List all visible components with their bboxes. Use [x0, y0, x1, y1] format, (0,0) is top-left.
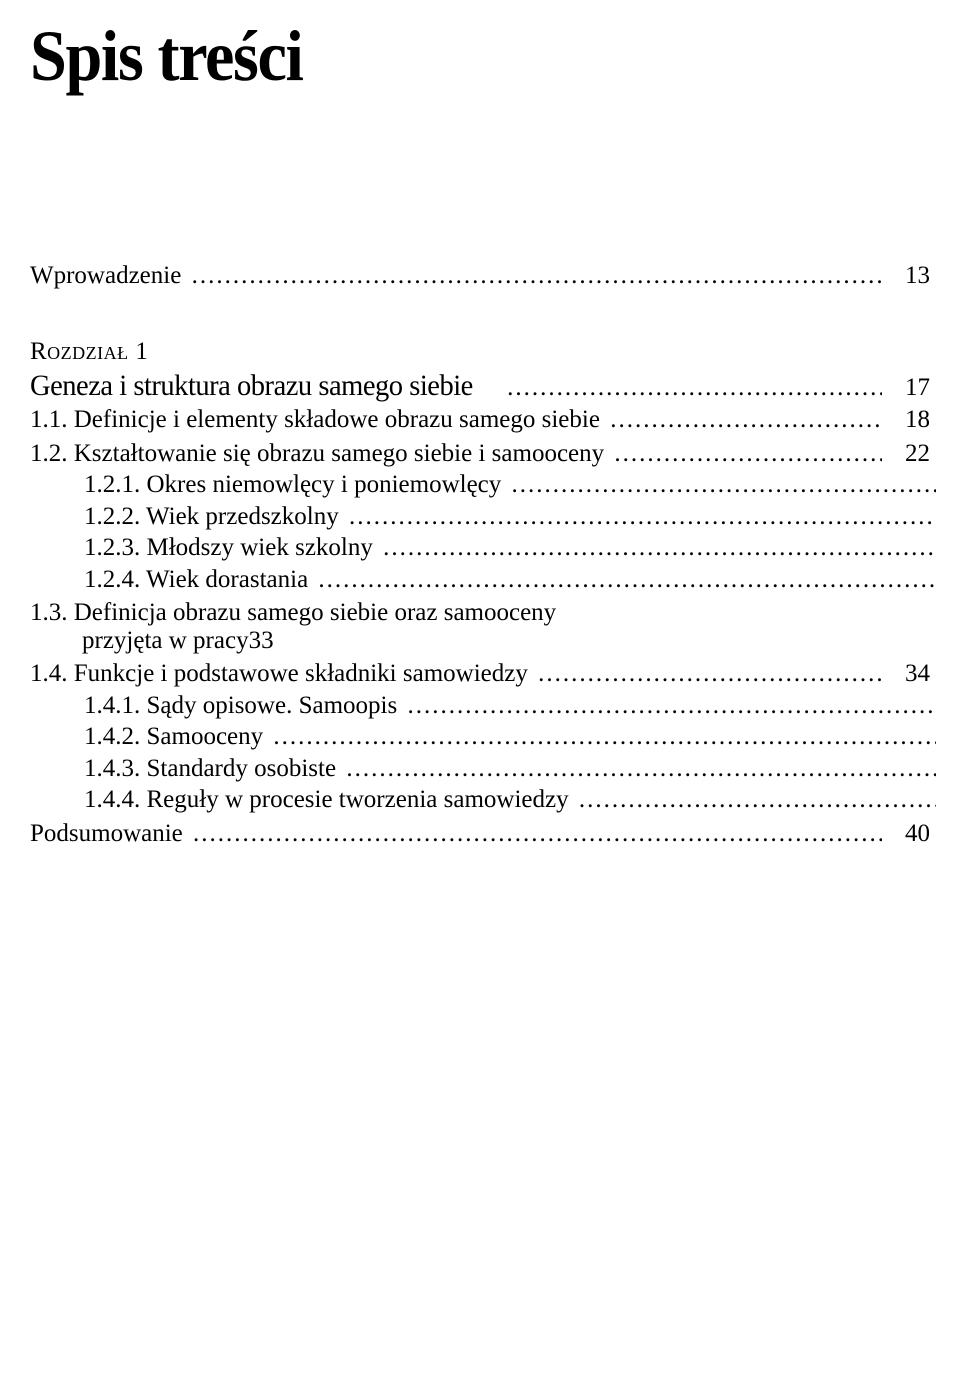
toc-row: Wprowadzenie 13: [30, 262, 930, 290]
toc-row: 1.4.2. Samooceny 36: [30, 723, 960, 751]
page-number: 38: [942, 786, 960, 814]
page-number: 33: [249, 627, 274, 655]
toc-label: 1.2. Kształtowanie się obrazu samego sie…: [30, 440, 610, 468]
leader-dots: [273, 723, 936, 751]
leader-dots: [193, 820, 882, 848]
page-number: 18: [888, 406, 930, 434]
toc-label: 1.2.2. Wiek przedszkolny: [84, 503, 345, 531]
gap: [30, 290, 930, 306]
leader-dots: [318, 566, 936, 594]
toc-row: Podsumowanie 40: [30, 820, 930, 848]
leader-dots: [349, 503, 936, 531]
toc-label: 1.4.4. Reguły w procesie tworzenia samow…: [84, 786, 575, 814]
toc-label: 1.4.1. Sądy opisowe. Samoopis: [84, 692, 403, 720]
toc-row-wrap-second: przyjęta w pracy 33: [30, 627, 930, 655]
toc-label: 1.3. Definicja obrazu samego siebie oraz…: [30, 599, 556, 627]
page-number: 27: [942, 503, 960, 531]
toc-label: 1.4. Funkcje i podstawowe składniki samo…: [30, 660, 534, 688]
toc-row: 1.2.2. Wiek przedszkolny 27: [30, 503, 960, 531]
toc-label: 1.2.4. Wiek dorastania: [84, 566, 314, 594]
page-number: 22: [888, 440, 930, 468]
page-number: 36: [942, 692, 960, 720]
chapter-label: Rozdział 1: [30, 338, 930, 366]
leader-dots: [407, 692, 936, 720]
page-number: 37: [942, 755, 960, 783]
leader-dots: [579, 786, 936, 814]
chapter-title-row: Geneza i struktura obrazu samego siebie …: [30, 369, 930, 402]
toc-label: 1.2.1. Okres niemowlęcy i poniemowlęcy: [84, 471, 508, 499]
leader-dots: [610, 406, 882, 434]
page-number: 34: [888, 660, 930, 688]
page-number: 13: [888, 262, 930, 290]
toc-label: 1.2.3. Młodszy wiek szkolny: [84, 534, 379, 562]
leader-dots: [346, 755, 936, 783]
toc-label: 1.4.3. Standardy osobiste: [84, 755, 342, 783]
toc-row: 1.4.3. Standardy osobiste 37: [30, 755, 960, 783]
page-number: 36: [942, 723, 960, 751]
toc-row: 1.2.4. Wiek dorastania 31: [30, 566, 960, 594]
toc-label: Wprowadzenie: [30, 262, 188, 290]
leader-dots: [192, 262, 882, 290]
toc-row: 1.4.4. Reguły w procesie tworzenia samow…: [30, 786, 960, 814]
page-title: Spis treści: [30, 20, 858, 92]
toc-label: 1.4.2. Samooceny: [84, 723, 269, 751]
leader-dots: [507, 374, 882, 402]
toc-label: Podsumowanie: [30, 820, 189, 848]
leader-dots: [538, 660, 882, 688]
toc-row: 1.4. Funkcje i podstawowe składniki samo…: [30, 660, 930, 688]
toc-row: 1.2.1. Okres niemowlęcy i poniemowlęcy 2…: [30, 471, 960, 499]
leader-dots: [383, 534, 936, 562]
page-number: 22: [942, 471, 960, 499]
toc-row: 1.1. Definicje i elementy składowe obraz…: [30, 406, 930, 434]
toc-row: 1.4.1. Sądy opisowe. Samoopis 36: [30, 692, 960, 720]
toc-row-wrap-first: 1.3. Definicja obrazu samego siebie oraz…: [30, 599, 930, 627]
table-of-contents: Wprowadzenie 13 Rozdział 1 Geneza i strukt…: [30, 262, 930, 847]
toc-label-continuation: przyjęta w pracy: [30, 627, 249, 655]
toc-row: 1.2.3. Młodszy wiek szkolny 29: [30, 534, 960, 562]
leader-dots: [614, 440, 882, 468]
chapter-title: Geneza i struktura obrazu samego siebie: [30, 369, 479, 402]
page-number: 31: [942, 566, 960, 594]
page-number: 40: [888, 820, 930, 848]
toc-row: 1.2. Kształtowanie się obrazu samego sie…: [30, 440, 930, 468]
page-number: 29: [942, 534, 960, 562]
leader-dots: [512, 471, 936, 499]
toc-label: 1.1. Definicje i elementy składowe obraz…: [30, 406, 606, 434]
page-number: 17: [888, 374, 930, 402]
page-root: Spis treści Wprowadzenie 13 Rozdział 1 Gen…: [0, 0, 960, 1376]
